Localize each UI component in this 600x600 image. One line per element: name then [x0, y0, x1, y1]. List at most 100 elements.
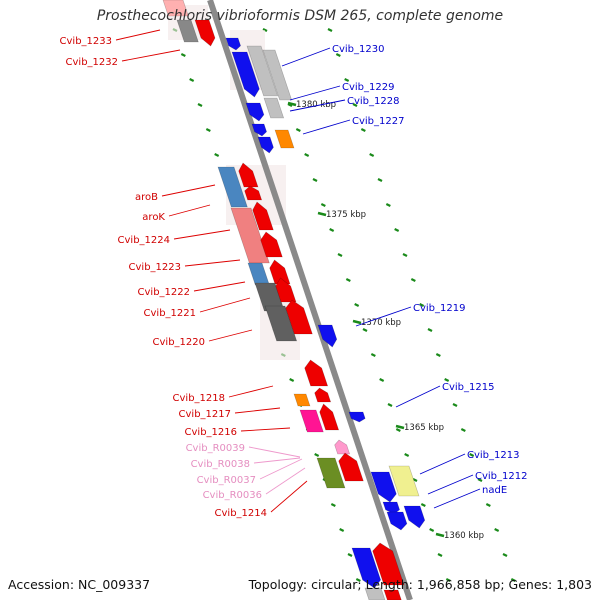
gene-block [162, 0, 189, 17]
leader-line [302, 119, 351, 135]
major-tick [435, 532, 445, 538]
gene-label-right: Cvib_1212 [475, 471, 527, 482]
gene-block [247, 262, 270, 286]
gene-label-left: Cvib_1214 [215, 508, 267, 519]
tick-dash [355, 578, 361, 582]
tick-dash [452, 403, 458, 407]
gene-block [334, 439, 351, 455]
leader-line [208, 329, 253, 342]
gene-label-right: Cvib_1215 [442, 382, 494, 393]
gene-block [252, 201, 274, 231]
tick-dash [330, 503, 336, 507]
gene-label-right: Cvib_1219 [413, 303, 465, 314]
major-tick [352, 319, 362, 325]
tick-dash [339, 528, 345, 532]
leader-line [228, 385, 274, 398]
tick-dash [502, 553, 508, 557]
leader-line [289, 99, 346, 112]
gene-block [370, 471, 397, 503]
gene-block [217, 166, 248, 208]
tick-dash [485, 503, 491, 507]
gene-block [275, 277, 297, 303]
tick-dash [214, 153, 220, 157]
tick-dash [329, 228, 335, 232]
gene-block [386, 511, 408, 531]
gene-label-left: Cvib_1233 [60, 36, 112, 47]
leader-line [419, 453, 466, 475]
tick-dash [494, 528, 500, 532]
tick-dash [320, 203, 326, 207]
gene-label-right: Cvib_1229 [342, 82, 394, 93]
tick-dash [205, 128, 211, 132]
gene-label-left: Cvib_1216 [185, 427, 237, 438]
tick-dash [289, 378, 295, 382]
tick-label: 1365 kbp [404, 423, 444, 433]
gene-label-right: Cvib_1213 [467, 450, 519, 461]
gene-block [319, 403, 340, 431]
tick-dash [435, 353, 441, 357]
leader-line [427, 474, 474, 495]
tick-dash [404, 453, 410, 457]
gene-block [372, 542, 405, 586]
leader-line [355, 306, 412, 327]
tick-dash [429, 528, 435, 532]
gene-block [403, 505, 426, 529]
tick-dash [304, 153, 310, 157]
gene-block [264, 305, 298, 342]
leader-line [234, 407, 281, 414]
tick-label: 1370 kbp [361, 318, 401, 328]
gene-label-left: Cvib_1218 [173, 393, 225, 404]
tick-label: 1360 kbp [444, 531, 484, 541]
tick-dash [385, 203, 391, 207]
gene-label-left: Cvib_R0038 [191, 459, 250, 470]
tick-dash [402, 253, 408, 257]
gene-block [383, 589, 402, 600]
tick-dash [360, 128, 366, 132]
leader-line [161, 184, 216, 197]
leader-line [259, 458, 303, 480]
gene-block [316, 457, 346, 489]
gene-label-left: Cvib_1224 [118, 235, 170, 246]
gene-block [317, 324, 338, 348]
gene-block [348, 411, 366, 423]
leader-line [240, 427, 291, 432]
genome-backbone [207, 0, 413, 600]
label-leader-lines [115, 29, 481, 513]
gene-label-left: Cvib_R0036 [203, 490, 262, 501]
gene-block [285, 299, 313, 335]
leader-line [289, 85, 341, 101]
tick-dash [387, 403, 393, 407]
gene-block [230, 207, 270, 264]
leader-line [248, 446, 301, 458]
tick-dash [295, 128, 301, 132]
gene-label-right: Cvib_1230 [332, 44, 384, 55]
gene-label-left: Cvib_1221 [144, 308, 196, 319]
gene-block [351, 547, 382, 589]
tick-dash [379, 378, 385, 382]
tick-dash [410, 278, 416, 282]
tick-dash [510, 578, 516, 582]
tick-label: 1375 kbp [326, 210, 366, 220]
gene-block [364, 587, 386, 600]
tick-dash [312, 178, 318, 182]
tick-dash [437, 553, 443, 557]
tick-dash [469, 453, 475, 457]
tick-dash [189, 78, 195, 82]
tick-dash [352, 103, 358, 107]
gene-label-left: Cvib_1223 [129, 262, 181, 273]
major-tick [395, 424, 405, 430]
leader-line [168, 204, 211, 217]
gene-block [263, 97, 285, 119]
gene-label-left: Cvib_1222 [138, 287, 190, 298]
gene-labels: Cvib_1233 Cvib_1232 aroB aroK Cvib_1224 Cvib_… [60, 36, 528, 519]
gene-block [260, 231, 283, 258]
gene-block [246, 45, 279, 97]
gene-block [338, 452, 364, 482]
genome-title: Prosthecochloris vibrioformis DSM 265, c… [96, 8, 504, 24]
tick-dash [347, 553, 353, 557]
gene-label-left: Cvib_R0039 [186, 443, 245, 454]
gene-block [251, 123, 267, 137]
gene-label-left: Cvib_1232 [66, 57, 118, 68]
tick-dash [369, 153, 375, 157]
